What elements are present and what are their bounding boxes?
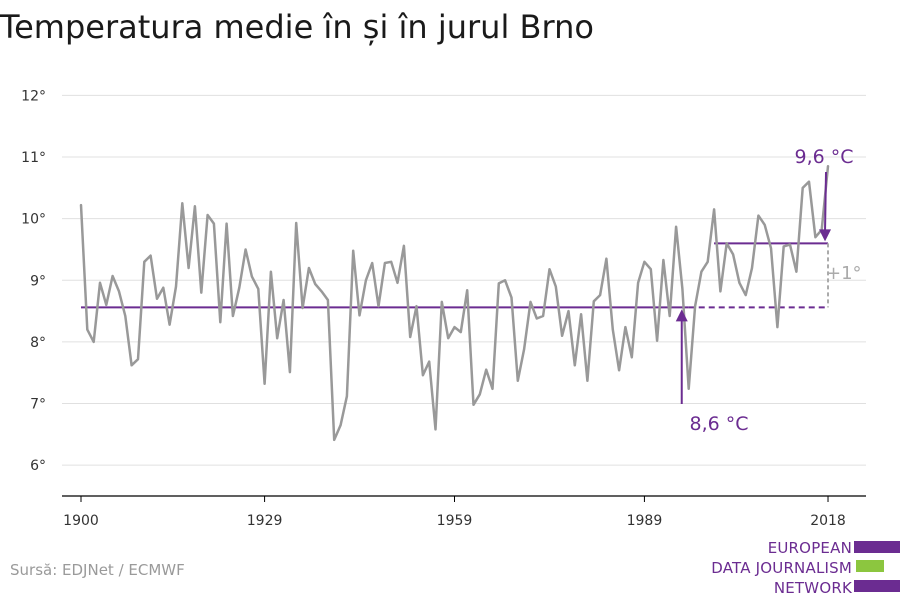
x-tick-label: 1929 [247,513,283,529]
chart-title: Temperatura medie în și în jurul Brno [0,8,594,46]
edjnet-logo[interactable]: EUROPEAN DATA JOURNALISM NETWORK [711,538,900,598]
source-note: Sursă: EDJNet / ECMWF [10,561,185,579]
y-tick-label: 10° [21,212,46,228]
temperature-series [79,165,830,442]
temperature-series-line [79,165,830,442]
difference-label: +1° [826,263,862,284]
y-tick-label: 9° [30,273,46,289]
recent-arrow [824,171,828,232]
y-tick-label: 7° [30,397,46,413]
x-tick-label: 2018 [810,513,846,529]
y-tick-label: 6° [30,458,46,474]
logo-line-1: EUROPEAN [767,539,852,557]
logo-bar-top [854,541,900,553]
logo-bar-bottom [854,580,900,592]
grid-lines [62,94,866,466]
y-tick-label: 12° [21,88,46,104]
reference-lines [80,242,830,309]
logo-line-2: DATA JOURNALISM [711,559,852,577]
baseline-arrowhead [675,309,688,322]
baseline-value-label: 8,6 °C [689,413,748,435]
y-tick-label: 8° [30,335,46,351]
y-axis: 6° 7° 8° 9° 10° 11° 12° [21,88,46,474]
y-tick-label: 11° [21,150,46,166]
recent-value-label: 9,6 °C [794,146,853,168]
logo-line-3: NETWORK [773,579,852,597]
x-axis: 1900 1929 1959 1989 2018 [62,495,866,529]
x-tick-label: 1989 [627,513,663,529]
recent-arrowhead [819,229,832,242]
annotations: 9,6 °C 8,6 °C +1° [675,146,862,435]
logo-bar-middle [856,560,884,572]
x-tick-label: 1959 [437,513,473,529]
x-tick-label: 1900 [63,513,99,529]
